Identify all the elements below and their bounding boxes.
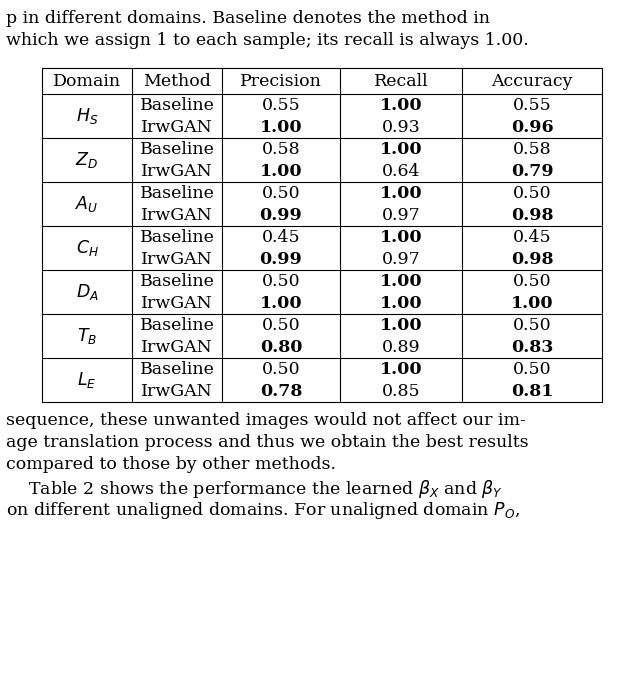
Text: 1.00: 1.00 xyxy=(380,361,422,378)
Text: 0.45: 0.45 xyxy=(513,229,551,245)
Text: 0.99: 0.99 xyxy=(260,251,302,268)
Text: Recall: Recall xyxy=(374,72,428,89)
Text: 0.50: 0.50 xyxy=(262,184,300,201)
Text: $Z_D$: $Z_D$ xyxy=(76,150,99,170)
Text: 0.64: 0.64 xyxy=(381,163,420,180)
Text: $C_H$: $C_H$ xyxy=(76,238,99,258)
Text: compared to those by other methods.: compared to those by other methods. xyxy=(6,456,336,473)
Text: 1.00: 1.00 xyxy=(260,294,302,311)
Text: age translation process and thus we obtain the best results: age translation process and thus we obta… xyxy=(6,434,529,451)
Text: 1.00: 1.00 xyxy=(380,141,422,158)
Text: 0.93: 0.93 xyxy=(381,118,420,135)
Text: 1.00: 1.00 xyxy=(380,229,422,245)
Text: Baseline: Baseline xyxy=(140,273,214,290)
Text: 1.00: 1.00 xyxy=(260,163,302,180)
Text: IrwGAN: IrwGAN xyxy=(141,163,213,180)
Text: 0.50: 0.50 xyxy=(262,316,300,333)
Text: 1.00: 1.00 xyxy=(380,184,422,201)
Text: 1.00: 1.00 xyxy=(511,294,554,311)
Text: 0.50: 0.50 xyxy=(513,184,551,201)
Text: 0.89: 0.89 xyxy=(381,339,420,355)
Text: $L_E$: $L_E$ xyxy=(77,370,97,390)
Text: 0.98: 0.98 xyxy=(511,251,553,268)
Text: Baseline: Baseline xyxy=(140,229,214,245)
Text: 0.50: 0.50 xyxy=(262,361,300,378)
Text: $D_A$: $D_A$ xyxy=(76,282,99,302)
Text: which we assign 1 to each sample; its recall is always 1.00.: which we assign 1 to each sample; its re… xyxy=(6,32,529,49)
Text: 0.79: 0.79 xyxy=(511,163,554,180)
Text: 0.97: 0.97 xyxy=(381,206,420,223)
Text: IrwGAN: IrwGAN xyxy=(141,251,213,268)
Text: 0.80: 0.80 xyxy=(260,339,302,355)
Text: Method: Method xyxy=(143,72,211,89)
Text: p in different domains. Baseline denotes the method in: p in different domains. Baseline denotes… xyxy=(6,10,490,27)
Text: IrwGAN: IrwGAN xyxy=(141,294,213,311)
Text: 0.50: 0.50 xyxy=(513,361,551,378)
Bar xyxy=(42,68,602,402)
Text: 0.97: 0.97 xyxy=(381,251,420,268)
Text: 1.00: 1.00 xyxy=(380,273,422,290)
Text: 0.81: 0.81 xyxy=(511,382,553,400)
Text: Baseline: Baseline xyxy=(140,141,214,158)
Text: Accuracy: Accuracy xyxy=(492,72,573,89)
Text: 1.00: 1.00 xyxy=(380,316,422,333)
Text: $A_U$: $A_U$ xyxy=(76,194,99,214)
Text: 0.58: 0.58 xyxy=(262,141,300,158)
Text: IrwGAN: IrwGAN xyxy=(141,382,213,400)
Text: on different unaligned domains. For unaligned domain $P_O$,: on different unaligned domains. For unal… xyxy=(6,500,520,521)
Text: 1.00: 1.00 xyxy=(380,294,422,311)
Text: 1.00: 1.00 xyxy=(380,96,422,113)
Text: Baseline: Baseline xyxy=(140,184,214,201)
Text: 0.55: 0.55 xyxy=(513,96,552,113)
Text: 0.78: 0.78 xyxy=(260,382,302,400)
Text: 0.99: 0.99 xyxy=(260,206,302,223)
Text: 0.83: 0.83 xyxy=(511,339,553,355)
Text: IrwGAN: IrwGAN xyxy=(141,118,213,135)
Text: Baseline: Baseline xyxy=(140,96,214,113)
Text: 0.50: 0.50 xyxy=(513,316,551,333)
Text: 0.85: 0.85 xyxy=(381,382,420,400)
Text: $H_S$: $H_S$ xyxy=(76,106,98,126)
Text: 0.50: 0.50 xyxy=(513,273,551,290)
Text: 0.55: 0.55 xyxy=(262,96,300,113)
Text: 0.96: 0.96 xyxy=(511,118,554,135)
Text: sequence, these unwanted images would not affect our im-: sequence, these unwanted images would no… xyxy=(6,412,526,429)
Text: IrwGAN: IrwGAN xyxy=(141,339,213,355)
Text: IrwGAN: IrwGAN xyxy=(141,206,213,223)
Text: Baseline: Baseline xyxy=(140,316,214,333)
Text: Domain: Domain xyxy=(53,72,121,89)
Text: Table 2 shows the performance the learned $\beta_X$ and $\beta_Y$: Table 2 shows the performance the learne… xyxy=(6,478,503,500)
Text: 1.00: 1.00 xyxy=(260,118,302,135)
Text: 0.50: 0.50 xyxy=(262,273,300,290)
Text: 0.58: 0.58 xyxy=(513,141,551,158)
Text: $T_B$: $T_B$ xyxy=(77,326,97,346)
Text: 0.98: 0.98 xyxy=(511,206,553,223)
Text: Precision: Precision xyxy=(240,72,322,89)
Text: 0.45: 0.45 xyxy=(262,229,300,245)
Text: Baseline: Baseline xyxy=(140,361,214,378)
